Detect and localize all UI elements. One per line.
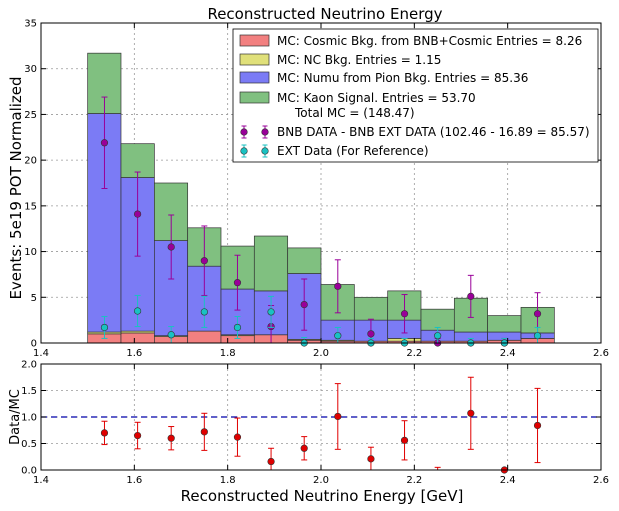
main-x-tick-label: 2.2 xyxy=(406,348,422,359)
point-data xyxy=(134,210,142,218)
point-ext xyxy=(200,308,208,316)
ratio-point xyxy=(300,444,308,452)
legend-label: BNB DATA - BNB EXT DATA (102.46 - 16.89 … xyxy=(277,125,590,139)
ratio-point xyxy=(200,428,208,436)
ratio-point xyxy=(367,455,375,463)
ratio-x-tick-label: 2.2 xyxy=(406,475,422,486)
point-ext xyxy=(100,323,109,332)
ratio-x-tick-label: 1.6 xyxy=(126,475,142,486)
main-x-tick-label: 1.4 xyxy=(33,348,49,359)
point-data xyxy=(367,330,375,338)
ratio-point xyxy=(267,457,275,466)
ratio-point xyxy=(533,421,542,430)
point-ext xyxy=(533,332,542,340)
legend-label: MC: Cosmic Bkg. from BNB+Cosmic Entries … xyxy=(277,34,582,48)
ratio-y-tick-label: 0.0 xyxy=(21,466,37,477)
ratio-x-tick-label: 2.6 xyxy=(593,475,609,486)
ratio-ticks: 1.4 1.6 1.8 2.0 2.2 2.4 2.6 0.0 0.5 1.0 1.5 2.0 xyxy=(21,360,609,487)
x-axis-label: Reconstructed Neutrino Energy [GeV] xyxy=(181,487,464,505)
ratio-point xyxy=(134,431,142,440)
legend-swatch xyxy=(239,71,270,84)
bar-kaon xyxy=(353,296,389,321)
point-ext xyxy=(233,323,242,332)
legend-label: MC: Numu from Pion Bkg. Entries = 85.36 xyxy=(277,71,528,85)
ratio-point xyxy=(400,436,409,444)
legend-label-extra: Total MC = (148.47) xyxy=(294,106,415,120)
main-x-tick-label: 2.6 xyxy=(593,348,609,359)
point-data xyxy=(233,279,242,287)
ratio-y-tick-label: 1.5 xyxy=(21,386,37,397)
chart-title: Reconstructed Neutrino Energy xyxy=(207,5,442,23)
main-y-tick-label: 30 xyxy=(24,64,37,75)
legend-marker xyxy=(261,147,269,155)
ratio-x-tick-label: 2.0 xyxy=(313,475,329,486)
ratio-x-tick-label: 1.8 xyxy=(220,475,236,486)
ratio-point xyxy=(233,433,242,441)
bar-kaon xyxy=(287,247,322,274)
point-ext xyxy=(134,307,142,315)
legend: MC: Cosmic Bkg. from BNB+Cosmic Entries … xyxy=(232,28,599,163)
legend-marker xyxy=(240,147,248,155)
ratio-y-tick-label: 2.0 xyxy=(21,360,37,371)
legend-label: EXT Data (For Reference) xyxy=(277,144,429,158)
point-data xyxy=(400,310,409,318)
main-x-tick-label: 2.0 xyxy=(313,348,329,359)
main-y-tick-label: 15 xyxy=(24,201,37,212)
main-y-tick-label: 20 xyxy=(24,156,37,167)
main-x-tick-label: 2.4 xyxy=(500,348,516,359)
main-y-tick-label: 25 xyxy=(24,110,37,121)
main-y-tick-label: 35 xyxy=(24,19,37,30)
bar-kaon xyxy=(253,235,289,292)
ratio-point xyxy=(334,412,342,421)
legend-marker xyxy=(261,128,269,136)
main-y-tick-label: 5 xyxy=(31,293,37,304)
ratio-x-tick-label: 1.4 xyxy=(33,475,49,486)
legend-label: MC: NC Bkg. Entries = 1.15 xyxy=(277,53,441,67)
point-ext xyxy=(167,331,175,339)
ratio-y-tick-label: 1.0 xyxy=(21,413,37,424)
legend-marker xyxy=(240,128,248,136)
ratio-y-tick-label: 0.5 xyxy=(21,439,37,450)
point-data xyxy=(467,292,475,300)
legend-swatch xyxy=(239,91,270,104)
legend-swatch xyxy=(239,53,270,66)
legend-label: MC: Kaon Signal. Entries = 53.70 xyxy=(277,91,476,105)
bar-kaon xyxy=(487,315,522,333)
point-data xyxy=(533,310,542,318)
point-ext xyxy=(267,308,275,316)
main-y-tick-label: 0 xyxy=(31,339,37,350)
ratio-y-axis-label: Data/MC xyxy=(8,389,23,445)
ratio-point xyxy=(100,429,109,437)
ratio-points xyxy=(100,376,542,474)
main-ticks: 1.4 1.6 1.8 2.0 2.2 2.4 2.6 0 5 10 15 20 25 30 35 xyxy=(24,19,609,360)
point-data xyxy=(100,139,109,147)
point-ext xyxy=(434,332,442,340)
ratio-panel: 1.4 1.6 1.8 2.0 2.2 2.4 2.6 0.0 0.5 1.0 1.5 2.0 Dat… xyxy=(8,360,609,506)
point-data xyxy=(200,257,208,265)
ratio-x-tick-label: 2.4 xyxy=(500,475,516,486)
main-y-tick-label: 10 xyxy=(24,247,37,258)
point-ext xyxy=(334,332,342,340)
main-y-axis-label: Events: 5e19 POT Normalized xyxy=(7,76,25,299)
legend-swatch xyxy=(239,34,270,47)
bar-cosmic xyxy=(120,332,155,344)
main-histogram-panel: Reconstructed Neutrino Energy 1.4 1.6 1.8 2… xyxy=(7,5,609,359)
point-data xyxy=(167,243,175,251)
point-data xyxy=(334,282,342,290)
ratio-point xyxy=(467,409,475,417)
main-x-tick-label: 1.8 xyxy=(220,348,236,359)
bar-cosmic xyxy=(187,330,222,344)
ratio-point xyxy=(167,434,175,442)
point-data xyxy=(300,301,308,309)
main-x-tick-label: 1.6 xyxy=(126,348,142,359)
legend-box xyxy=(232,28,599,163)
